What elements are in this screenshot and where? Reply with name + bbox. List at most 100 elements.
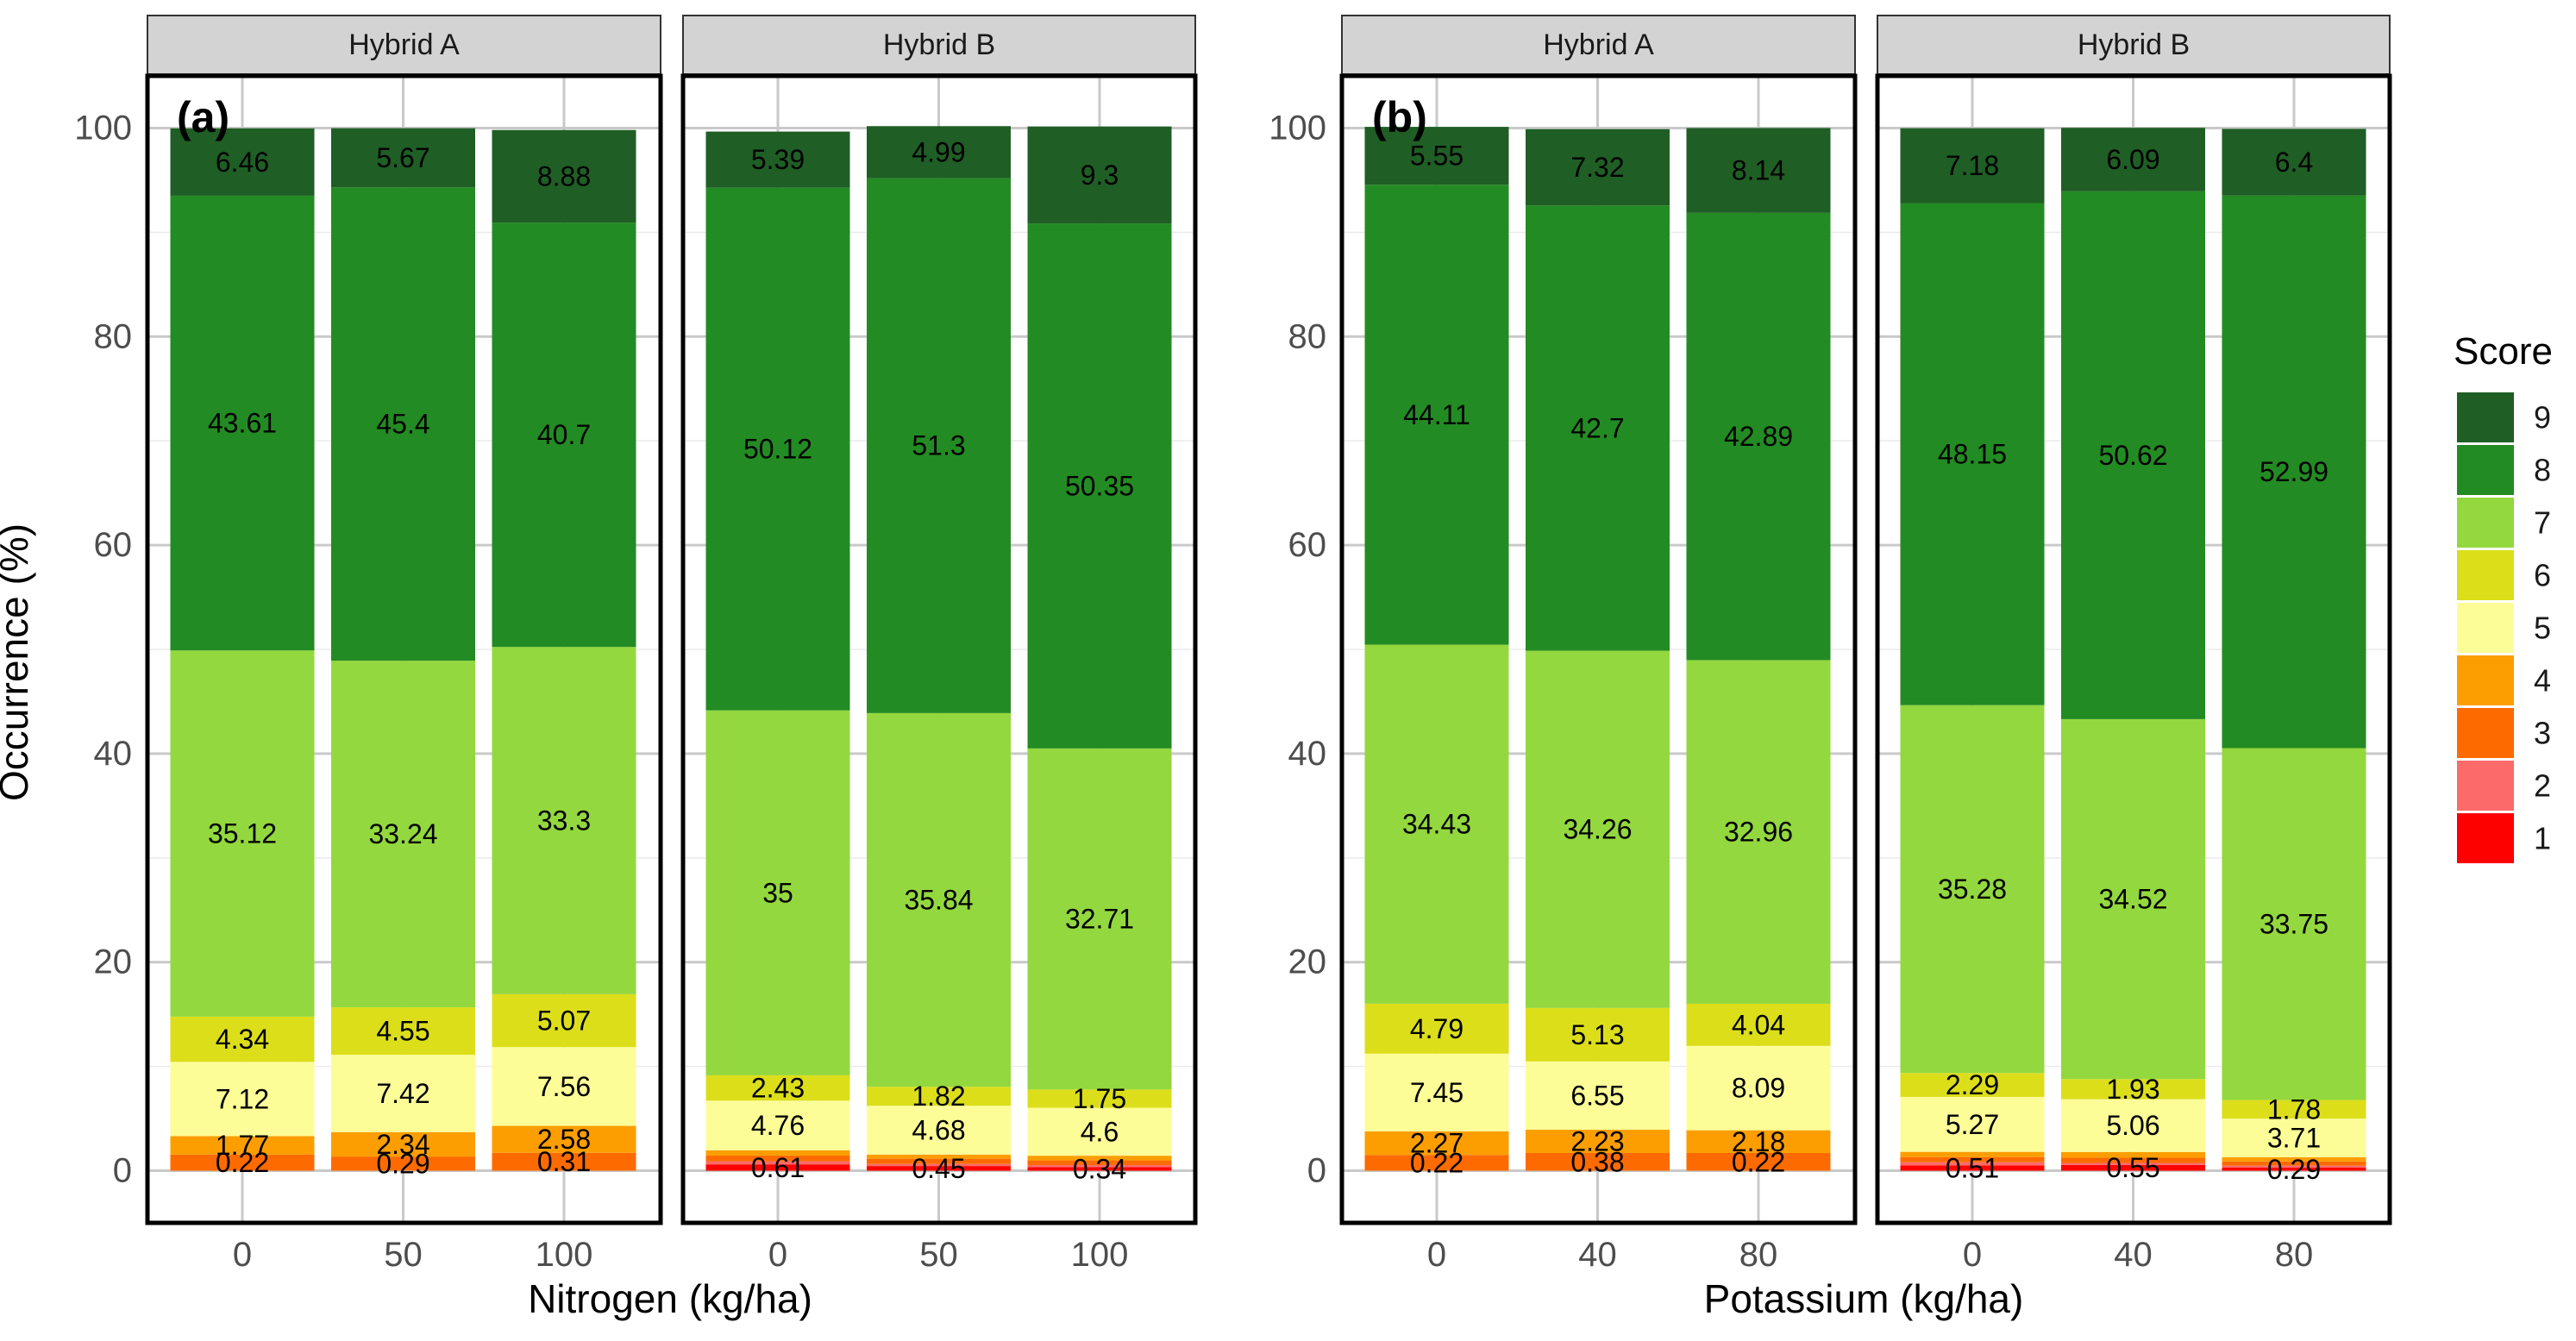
legend-key-score-6	[2457, 550, 2514, 600]
bar-value-label: 7.32	[1570, 152, 1624, 183]
legend-label-score-4: 4	[2534, 663, 2551, 699]
bar-segment-score-5	[2222, 1119, 2366, 1157]
bar-segment-score-8	[492, 222, 636, 648]
bar-value-label: 5.07	[537, 1005, 591, 1036]
legend-label-score-6: 6	[2534, 558, 2551, 593]
bar-value-label: 4.68	[912, 1115, 965, 1146]
bar-segment-score-9	[1686, 128, 1831, 213]
bar-segment-score-7	[1686, 660, 1831, 1004]
bar-value-label: 5.55	[1410, 141, 1463, 172]
panel-tag-a: (a)	[177, 93, 229, 141]
x-tick-label: 0	[1963, 1236, 1982, 1274]
bar-value-label: 1.78	[2267, 1093, 2321, 1125]
y-tick-label: 40	[94, 735, 133, 773]
facet-panel: Hybrid A0.222.277.454.7934.4344.115.550.…	[1269, 15, 1858, 1274]
bar-value-label: 0.22	[216, 1147, 269, 1178]
bar-segment-score-4	[1364, 1131, 1509, 1156]
facet-strip	[147, 15, 661, 75]
bar-segment-score-9	[867, 126, 1011, 179]
bar-value-label: 43.61	[208, 408, 277, 439]
bar-value-label: 34.52	[2098, 884, 2167, 915]
bar-segment-score-6	[2061, 1079, 2205, 1100]
bar-value-label: 52.99	[2259, 456, 2328, 487]
bar-segment-score-5	[1364, 1053, 1509, 1131]
bar-segment-score-1	[2061, 1164, 2205, 1171]
bar-segment-score-8	[705, 187, 850, 711]
legend-key-score-1	[2457, 813, 2514, 863]
panel-border	[1339, 73, 1858, 1225]
bar-segment-score-4	[331, 1131, 475, 1157]
bar-segment-score-7	[705, 710, 850, 1075]
bar-segment-score-8	[1364, 185, 1509, 645]
legend-label-score-5: 5	[2534, 611, 2551, 646]
bar-segment-score-9	[1364, 127, 1509, 185]
y-tick-label: 0	[113, 1152, 132, 1190]
bar-segment-score-2	[1027, 1165, 1172, 1168]
bar-value-label: 42.89	[1724, 421, 1793, 452]
legend: Score 9 8 7 6 5 4 3 2 1	[2454, 330, 2553, 863]
x-tick-label: 0	[768, 1236, 787, 1274]
legend-key-score-4	[2457, 655, 2514, 705]
bar-segment-score-4	[170, 1136, 315, 1155]
panel-border	[145, 73, 663, 1225]
bar-value-label: 5.39	[751, 144, 805, 175]
bar-value-label: 2.23	[1570, 1126, 1624, 1157]
facet-strip-label: Hybrid B	[883, 28, 995, 61]
bar-segment-score-6	[1900, 1073, 2045, 1097]
bar-value-label: 8.14	[1732, 155, 1785, 186]
y-tick-label: 60	[1288, 526, 1327, 564]
bar-value-label: 0.31	[537, 1146, 591, 1177]
x-tick-label: 40	[1578, 1236, 1617, 1274]
legend-key-score-8	[2457, 445, 2514, 495]
bar-segment-score-7	[1526, 650, 1670, 1008]
bar-segment-score-2	[867, 1163, 1011, 1167]
bar-segment-score-6	[867, 1087, 1011, 1106]
bar-value-label: 0.38	[1570, 1146, 1624, 1177]
bar-segment-score-5	[170, 1062, 315, 1137]
bar-segment-score-6	[705, 1075, 850, 1101]
bar-segment-score-6	[1027, 1089, 1172, 1108]
bar-segment-score-6	[2222, 1100, 2366, 1119]
x-tick-label: 80	[2275, 1236, 2314, 1274]
bar-value-label: 4.79	[1410, 1013, 1463, 1044]
bar-value-label: 5.06	[2106, 1110, 2159, 1141]
y-tick-label: 20	[1288, 943, 1327, 981]
bar-segment-score-9	[331, 128, 475, 188]
legend-key-score-3	[2457, 708, 2514, 758]
panel-border	[1875, 73, 2392, 1225]
bar-value-label: 2.29	[1946, 1069, 1999, 1100]
facet-panel: Hybrid B0.614.762.433550.125.390.454.681…	[680, 15, 1198, 1274]
bar-value-label: 40.7	[537, 419, 591, 450]
x-tick-label: 100	[536, 1236, 593, 1274]
bar-segment-score-9	[2222, 128, 2366, 196]
x-tick-label: 50	[919, 1236, 958, 1274]
bar-value-label: 5.67	[376, 142, 429, 173]
bar-value-label: 6.55	[1570, 1080, 1624, 1111]
bar-value-label: 51.3	[912, 430, 965, 461]
x-tick-label: 80	[1739, 1236, 1778, 1274]
bar-segment-score-8	[1686, 212, 1831, 661]
bar-value-label: 7.18	[1946, 150, 1999, 181]
bar-segment-score-5	[867, 1106, 1011, 1155]
bar-value-label: 6.46	[216, 147, 269, 178]
bar-segment-score-5	[1027, 1107, 1172, 1156]
bar-segment-score-8	[2061, 191, 2205, 719]
facet-strip-label: Hybrid A	[1543, 28, 1654, 61]
facet-panel: Hybrid A 0.221.77 7.12 4.34 35.12 43.61 6.46 0.…	[74, 15, 663, 1274]
bar-segment-score-3	[1027, 1160, 1172, 1166]
bar-value-label: 5.27	[1946, 1109, 1999, 1140]
bar-segment-score-4	[1027, 1156, 1172, 1161]
bar-value-label: 2.34	[376, 1129, 429, 1160]
bar-value-label: 4.99	[912, 136, 965, 167]
bar-value-label: 32.96	[1724, 817, 1793, 848]
bar-segment-score-4	[867, 1154, 1011, 1159]
bar-value-label: 4.76	[751, 1110, 805, 1141]
bar-value-label: 4.6	[1081, 1116, 1119, 1147]
bar-segment-score-1	[867, 1166, 1011, 1171]
bar-value-label: 4.55	[376, 1016, 429, 1047]
bar-segment-score-3	[705, 1155, 850, 1162]
bar-value-label: 3.71	[2267, 1123, 2321, 1154]
bar-segment-score-6	[1526, 1007, 1670, 1062]
facet-panel: Hybrid B 0.51 5.27 2.29 35.28 48.15 7.18 0.55 5.…	[1875, 15, 2392, 1274]
bar-value-label: 6.09	[2106, 144, 2159, 175]
